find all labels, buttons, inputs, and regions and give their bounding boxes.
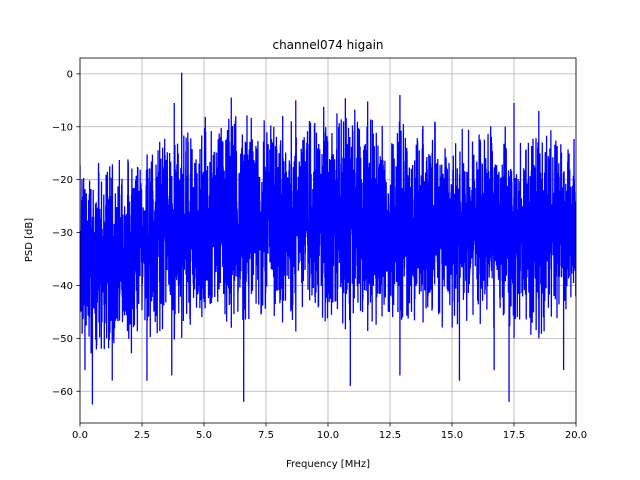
x-tick-label: 17.5 — [503, 430, 525, 441]
x-tick-label: 0.0 — [72, 430, 88, 441]
y-axis-ticks: 0 −10 −20 −30 −40 −50 −60 — [52, 69, 80, 398]
y-tick-label: −60 — [52, 387, 73, 398]
x-tick-label: 10.0 — [317, 430, 339, 441]
x-tick-label: 12.5 — [379, 430, 401, 441]
y-tick-label: 0 — [67, 69, 73, 80]
y-tick-label: −20 — [52, 175, 73, 186]
chart-title: channel074 higain — [272, 38, 383, 52]
y-tick-label: −10 — [52, 122, 73, 133]
x-axis-ticks: 0.0 2.5 5.0 7.5 10.0 12.5 15.0 17.5 20.0 — [72, 423, 587, 441]
x-axis-title: Frequency [MHz] — [286, 459, 370, 470]
x-tick-label: 2.5 — [134, 430, 150, 441]
y-tick-label: −30 — [52, 228, 73, 239]
psd-series-line — [80, 72, 576, 405]
series-layer — [80, 72, 576, 405]
x-tick-label: 7.5 — [258, 430, 274, 441]
x-tick-label: 5.0 — [196, 430, 212, 441]
x-tick-label: 20.0 — [565, 430, 587, 441]
y-axis-title: PSD [dB] — [24, 218, 35, 262]
y-tick-label: −40 — [52, 281, 73, 292]
y-tick-label: −50 — [52, 334, 73, 345]
x-tick-label: 15.0 — [441, 430, 463, 441]
